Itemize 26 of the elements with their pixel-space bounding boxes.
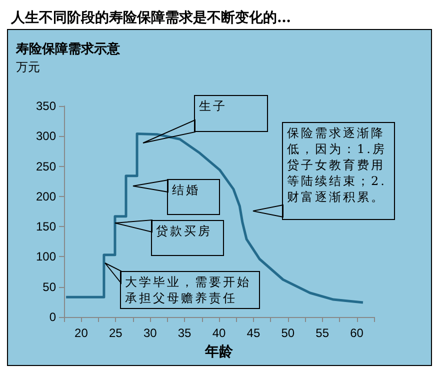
x-tick-label: 55	[316, 326, 330, 340]
y-tick-label: 50	[42, 280, 56, 294]
x-tick-label: 20	[74, 326, 88, 340]
y-tick-label: 300	[36, 129, 56, 144]
x-tick-label: 45	[246, 326, 260, 340]
x-tick-label: 50	[281, 326, 295, 340]
y-tick-label: 200	[36, 189, 56, 204]
y-axis-title: 万元	[16, 60, 40, 74]
y-tick-label: 150	[36, 220, 56, 234]
annotation: 结婚	[167, 179, 220, 215]
x-tick-label: 40	[212, 326, 226, 340]
y-tick-label: 250	[36, 159, 56, 174]
annotation: 保险需求逐渐降低，因为：1.房贷子女教育费用等陆续结束；2.财富逐渐积累。	[282, 122, 395, 220]
x-tick-label: 25	[108, 326, 123, 340]
annotation: 贷款买房	[151, 220, 224, 256]
x-tick-label: 60	[350, 326, 364, 340]
y-tick-label: 0	[49, 310, 56, 324]
y-tick-label: 350	[36, 99, 56, 113]
x-tick-label: 35	[178, 326, 192, 340]
annotation: 生子	[194, 95, 268, 132]
y-tick-label: 100	[36, 250, 56, 264]
chart-subtitle: 寿险保障需求示意	[15, 41, 121, 57]
chart-title: 人生不同阶段的寿险保障需求是不断变化的…	[10, 9, 291, 26]
x-tick-label: 30	[143, 326, 158, 340]
x-axis-title: 年龄	[204, 344, 234, 360]
annotation: 大学毕业，需要开始承担父母赡养责任	[120, 271, 260, 309]
